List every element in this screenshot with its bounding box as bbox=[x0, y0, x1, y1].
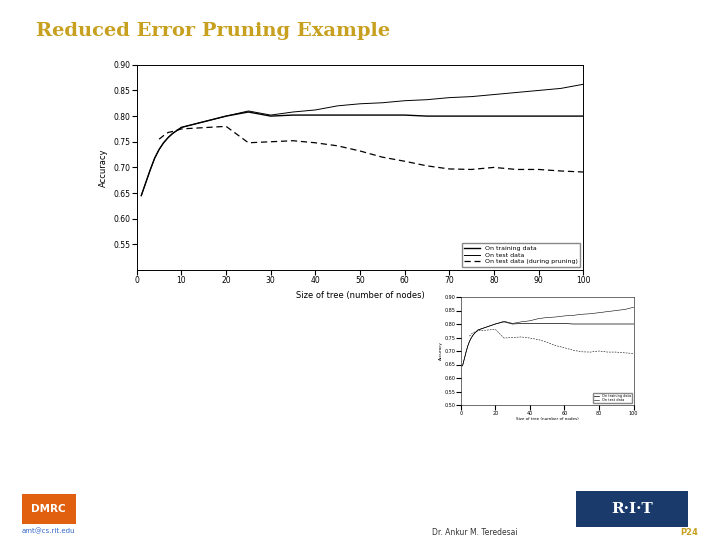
On test data bbox=[557, 85, 565, 92]
On training data bbox=[333, 112, 342, 118]
On training data bbox=[534, 113, 543, 119]
On test data bbox=[467, 93, 476, 100]
On test data (during pruning) bbox=[445, 166, 454, 172]
X-axis label: Size of tree (number of nodes): Size of tree (number of nodes) bbox=[516, 417, 579, 421]
Text: P24: P24 bbox=[680, 528, 698, 537]
On test data bbox=[490, 91, 498, 98]
On training data bbox=[244, 109, 253, 115]
On training data bbox=[445, 113, 454, 119]
On test data bbox=[378, 99, 387, 106]
On test data (during pruning) bbox=[423, 163, 431, 169]
On training data bbox=[356, 112, 364, 118]
On training data bbox=[579, 113, 588, 119]
On test data (during pruning) bbox=[155, 136, 163, 143]
On test data bbox=[168, 130, 177, 137]
On test data bbox=[311, 107, 320, 113]
X-axis label: Size of tree (number of nodes): Size of tree (number of nodes) bbox=[296, 291, 424, 300]
On test data bbox=[159, 139, 168, 146]
Line: On test data (during pruning): On test data (during pruning) bbox=[159, 126, 583, 172]
Legend: On training data, On test data, On test data (during pruning): On training data, On test data, On test … bbox=[462, 243, 580, 267]
Text: Dr. Ankur M. Teredesai: Dr. Ankur M. Teredesai bbox=[432, 528, 518, 537]
On training data bbox=[400, 112, 409, 118]
On training data bbox=[141, 179, 150, 186]
On test data bbox=[222, 113, 230, 119]
Line: On training data: On training data bbox=[141, 112, 583, 195]
On test data bbox=[163, 134, 172, 141]
On training data bbox=[289, 112, 297, 118]
On test data (during pruning) bbox=[289, 138, 297, 144]
On test data (during pruning) bbox=[400, 158, 409, 165]
On training data bbox=[137, 192, 145, 199]
On training data bbox=[177, 124, 186, 131]
On test data (during pruning) bbox=[177, 126, 186, 132]
On test data (during pruning) bbox=[512, 166, 521, 173]
Text: Reduced Error Pruning Example: Reduced Error Pruning Example bbox=[36, 22, 390, 39]
On training data bbox=[378, 112, 387, 118]
On test data bbox=[356, 100, 364, 107]
On test data bbox=[579, 81, 588, 87]
On test data (during pruning) bbox=[163, 129, 172, 136]
On test data (during pruning) bbox=[557, 168, 565, 174]
On test data (during pruning) bbox=[579, 169, 588, 176]
On test data (during pruning) bbox=[311, 139, 320, 146]
Text: DMRC: DMRC bbox=[31, 504, 66, 514]
On training data bbox=[146, 167, 155, 173]
On test data (during pruning) bbox=[244, 139, 253, 146]
On test data (during pruning) bbox=[168, 128, 177, 134]
Legend: On training data, On test data: On training data, On test data bbox=[593, 393, 632, 403]
On test data bbox=[137, 192, 145, 199]
On test data (during pruning) bbox=[378, 154, 387, 160]
Line: On test data: On test data bbox=[141, 84, 583, 195]
On test data bbox=[150, 155, 159, 161]
On training data bbox=[423, 113, 431, 119]
On training data bbox=[557, 113, 565, 119]
On test data bbox=[244, 107, 253, 114]
On test data bbox=[534, 87, 543, 94]
On test data (during pruning) bbox=[333, 143, 342, 149]
On test data (during pruning) bbox=[266, 138, 275, 145]
On test data bbox=[333, 103, 342, 109]
Y-axis label: Accuracy: Accuracy bbox=[439, 342, 443, 360]
On test data bbox=[423, 97, 431, 103]
On training data bbox=[159, 139, 168, 146]
On training data bbox=[150, 155, 159, 161]
On test data bbox=[400, 97, 409, 104]
On training data bbox=[163, 134, 172, 141]
On test data bbox=[146, 167, 155, 173]
On test data (during pruning) bbox=[490, 164, 498, 171]
On test data (during pruning) bbox=[534, 166, 543, 173]
On training data bbox=[311, 112, 320, 118]
On test data bbox=[445, 94, 454, 101]
On test data (during pruning) bbox=[356, 148, 364, 154]
On test data bbox=[177, 124, 186, 131]
On test data (during pruning) bbox=[467, 166, 476, 173]
On training data bbox=[490, 113, 498, 119]
On test data (during pruning) bbox=[159, 132, 168, 139]
On training data bbox=[168, 130, 177, 137]
On test data (during pruning) bbox=[222, 123, 230, 130]
On training data bbox=[266, 113, 275, 119]
On training data bbox=[512, 113, 521, 119]
On training data bbox=[467, 113, 476, 119]
On test data bbox=[141, 179, 150, 186]
On test data bbox=[512, 89, 521, 96]
On test data bbox=[289, 109, 297, 115]
On training data bbox=[155, 146, 163, 153]
Y-axis label: Accuracy: Accuracy bbox=[99, 148, 108, 187]
On test data bbox=[155, 146, 163, 153]
Text: amt@cs.rit.edu: amt@cs.rit.edu bbox=[22, 528, 75, 535]
On test data bbox=[266, 112, 275, 118]
On training data bbox=[222, 113, 230, 119]
Text: R·I·T: R·I·T bbox=[611, 502, 652, 516]
